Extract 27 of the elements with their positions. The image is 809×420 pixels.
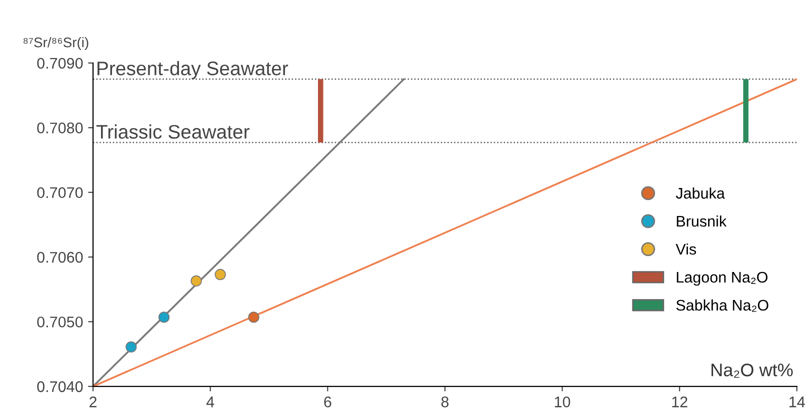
y-tick-label: 0.7040 <box>37 381 83 392</box>
x-tick-label: 14 <box>790 396 805 408</box>
point <box>158 312 170 323</box>
x-tick-label: 10 <box>554 396 570 408</box>
y-tick-label: 0.7090 <box>37 58 83 69</box>
point <box>214 268 226 280</box>
x-tick-label: 4 <box>206 396 214 408</box>
legend-label: Jabuka <box>676 187 725 199</box>
point <box>126 341 137 353</box>
legend-label: Vis <box>676 243 696 255</box>
y-tick-label: 0.7060 <box>37 252 83 263</box>
ref-line-label: Triassic Seawater <box>96 124 250 139</box>
x-tick-label: 8 <box>441 396 449 408</box>
point <box>248 312 260 323</box>
legend-label: Lagoon Na₂O <box>676 272 768 286</box>
y-tick-label: 0.7070 <box>37 187 83 198</box>
legend-label: Brusnik <box>676 215 727 227</box>
x-tick-label: 12 <box>672 396 688 408</box>
y-tick-label: 0.7050 <box>37 316 83 328</box>
y-tick-label: 0.7080 <box>37 122 83 134</box>
ref-line-label: Present-day Seawater <box>98 61 288 80</box>
point <box>190 275 202 287</box>
x-tick-label: 2 <box>90 396 97 408</box>
x-tick-label: 6 <box>324 396 332 408</box>
legend-label: Sabkha Na₂O <box>676 299 768 312</box>
y-axis-title: ⁸⁷Sr/⁸⁶Sr(i) <box>24 37 88 50</box>
x-axis-title: Na₂O wt% <box>712 364 793 378</box>
